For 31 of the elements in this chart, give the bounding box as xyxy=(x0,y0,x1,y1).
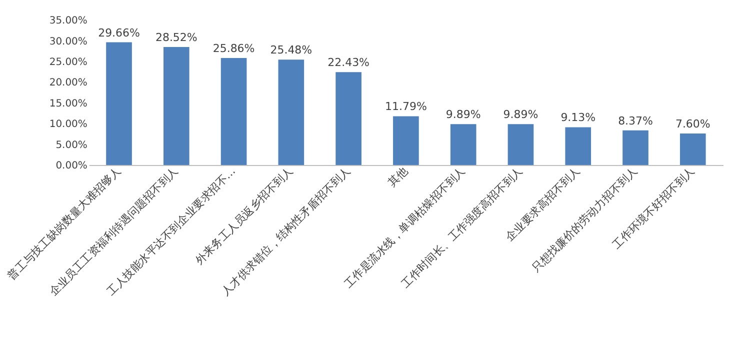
data-label: 11.79% xyxy=(385,100,427,114)
bar xyxy=(508,124,534,165)
y-tick-label: 25.00% xyxy=(49,57,88,68)
bar xyxy=(220,58,247,165)
data-label: 22.43% xyxy=(328,56,370,70)
y-tick-label: 10.00% xyxy=(49,119,88,130)
data-label: 9.89% xyxy=(503,108,538,122)
bar xyxy=(106,42,132,165)
data-label: 8.37% xyxy=(618,114,653,128)
data-label: 9.89% xyxy=(446,108,481,122)
data-label: 25.86% xyxy=(212,42,255,55)
data-label: 7.60% xyxy=(675,118,710,131)
y-tick-label: 20.00% xyxy=(49,78,88,89)
y-tick-label: 5.00% xyxy=(56,140,88,151)
y-tick-label: 30.00% xyxy=(49,36,88,48)
data-label: 25.48% xyxy=(270,44,312,57)
bar xyxy=(565,127,592,165)
bar xyxy=(336,72,362,165)
bar xyxy=(278,60,304,165)
data-label: 29.66% xyxy=(98,26,140,40)
y-tick-label: 15.00% xyxy=(49,98,88,110)
bar xyxy=(163,46,190,165)
y-tick-label: 0.00% xyxy=(56,160,88,172)
x-tick-label: 其他 xyxy=(385,164,410,190)
data-label: 9.13% xyxy=(560,111,596,124)
bar xyxy=(680,134,706,165)
bar xyxy=(622,130,648,165)
bar xyxy=(393,116,419,165)
bar xyxy=(450,124,476,165)
data-label: 28.52% xyxy=(155,30,198,44)
y-tick-label: 35.00% xyxy=(49,16,88,27)
